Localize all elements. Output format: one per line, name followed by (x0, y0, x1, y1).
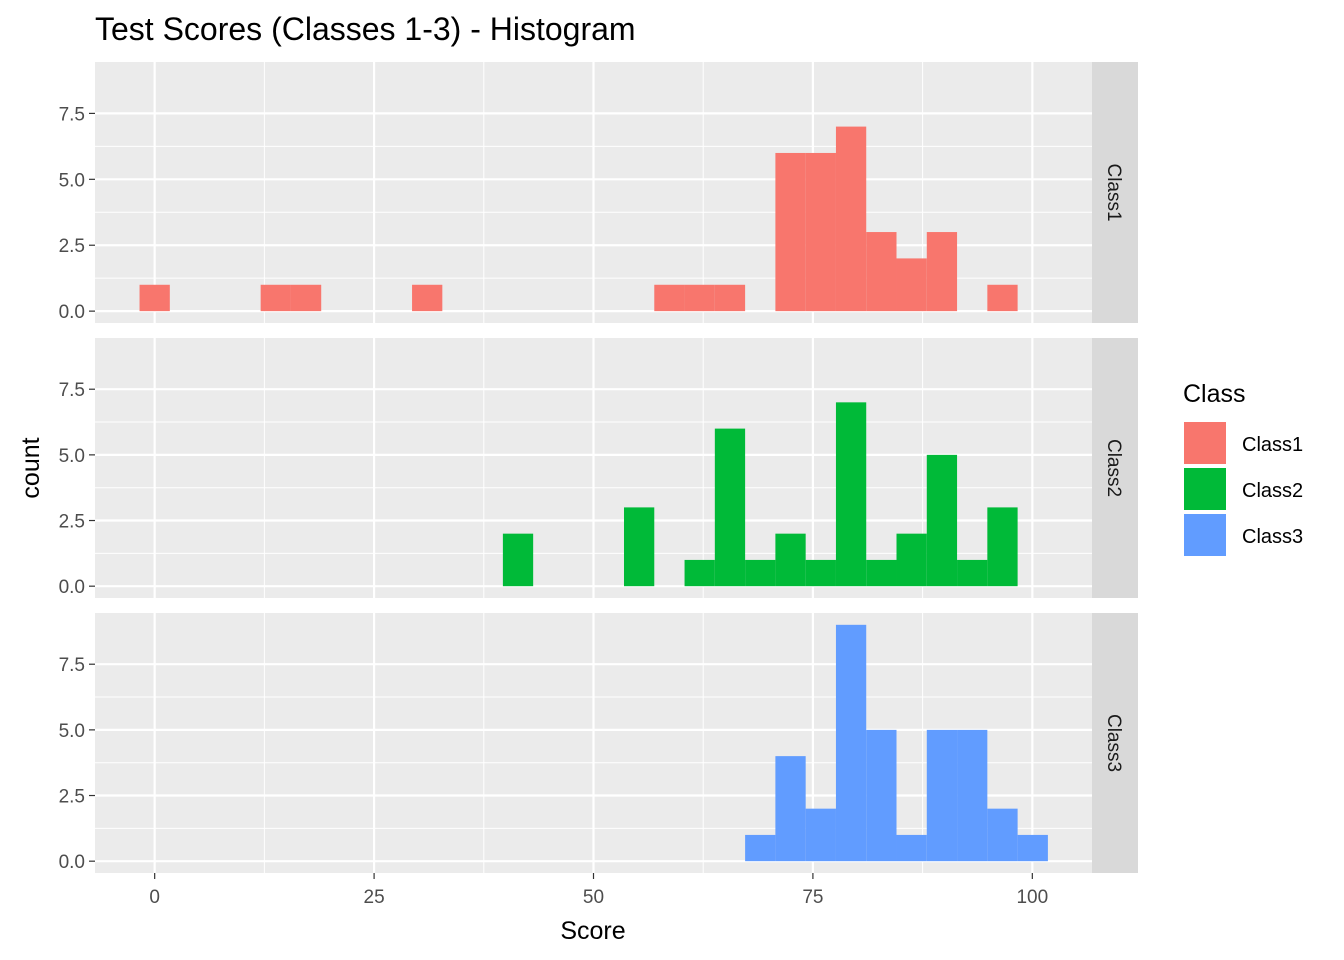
facet-strip-label: Class1 (1103, 163, 1124, 221)
y-tick-label: 7.5 (59, 380, 85, 401)
histogram-bar (1017, 834, 1048, 862)
y-tick-label: 0.0 (59, 302, 85, 323)
histogram-bar (835, 402, 867, 587)
histogram-bar (805, 559, 836, 587)
facet-strip (1092, 62, 1138, 323)
legend-label: Class2 (1242, 480, 1303, 502)
facet-strip (1092, 338, 1138, 598)
histogram-bar (654, 284, 685, 312)
histogram-bar (866, 559, 897, 587)
x-tick-label: 0 (149, 887, 160, 908)
y-axis-title: count (17, 437, 45, 498)
histogram-bar (926, 729, 958, 862)
histogram-bar (745, 559, 776, 587)
histogram-bar (866, 729, 897, 862)
legend-label: Class3 (1242, 526, 1303, 548)
histogram-bar (684, 559, 715, 587)
histogram-bar (139, 284, 170, 312)
histogram-bar (260, 284, 291, 312)
y-tick-label: 5.0 (59, 170, 85, 191)
facet-panel-class2: 0.0 2.5 5.0 7.5 Class2 (59, 338, 1138, 598)
histogram-bar (987, 284, 1018, 312)
x-tick-label: 50 (583, 887, 604, 908)
x-axis-title: Score (560, 917, 625, 945)
y-tick-label: 7.5 (59, 655, 85, 676)
legend-label: Class1 (1242, 434, 1303, 456)
histogram-bar (684, 284, 715, 312)
histogram-bar (714, 284, 746, 312)
facet-panels: 0.0 2.5 5.0 7.5 Class1 0.0 2.5 5.0 7.5 Class2 0.0 2… (59, 62, 1138, 873)
histogram-bar (926, 232, 958, 312)
y-tick-label: 2.5 (59, 236, 85, 257)
histogram-bar (412, 284, 443, 312)
x-tick-label: 100 (1016, 887, 1048, 908)
histogram-bar (835, 126, 867, 312)
facet-panel-class1: 0.0 2.5 5.0 7.5 Class1 (59, 62, 1138, 323)
histogram-bar (714, 428, 746, 587)
y-tick-label: 7.5 (59, 104, 85, 125)
histogram-bar (775, 533, 806, 587)
facet-strip-label: Class3 (1103, 714, 1124, 772)
legend-key (1184, 422, 1226, 464)
histogram-bar (957, 729, 988, 862)
histogram-bar (957, 559, 988, 587)
histogram-bar (502, 533, 534, 587)
chart-title: Test Scores (Classes 1-3) - Histogram (95, 11, 636, 47)
histogram-bar (775, 756, 806, 862)
legend-key (1184, 514, 1226, 556)
y-tick-label: 5.0 (59, 446, 85, 467)
histogram-bar (987, 808, 1018, 862)
histogram-bar (775, 152, 806, 312)
y-tick-label: 0.0 (59, 577, 85, 598)
histogram-bar (623, 507, 655, 587)
histogram-bar (896, 834, 927, 862)
legend-key (1184, 468, 1226, 510)
histogram-bar (835, 624, 867, 862)
facet-panel-class3: 0.0 2.5 5.0 7.5 Class3 (59, 613, 1138, 873)
x-tick-label: 75 (802, 887, 823, 908)
histogram-bar (896, 533, 927, 587)
histogram-bar (805, 152, 836, 312)
histogram-bar (290, 284, 322, 312)
facet-strip (1092, 613, 1138, 873)
histogram-bar (745, 834, 776, 862)
histogram-bar (896, 258, 927, 312)
histogram-bar (866, 232, 897, 312)
y-tick-label: 5.0 (59, 721, 85, 742)
legend-title: Class (1183, 380, 1246, 408)
x-axis: 0 25 50 75 100 (149, 873, 1048, 908)
legend: Class Class1 Class2 Class3 (1183, 380, 1303, 556)
y-tick-label: 0.0 (59, 852, 85, 873)
x-tick-label: 25 (364, 887, 385, 908)
facet-strip-label: Class2 (1103, 439, 1124, 497)
histogram-bar (805, 808, 836, 862)
histogram-bar (987, 507, 1018, 587)
histogram-bar (926, 454, 958, 587)
y-tick-label: 2.5 (59, 787, 85, 808)
y-tick-label: 2.5 (59, 512, 85, 533)
